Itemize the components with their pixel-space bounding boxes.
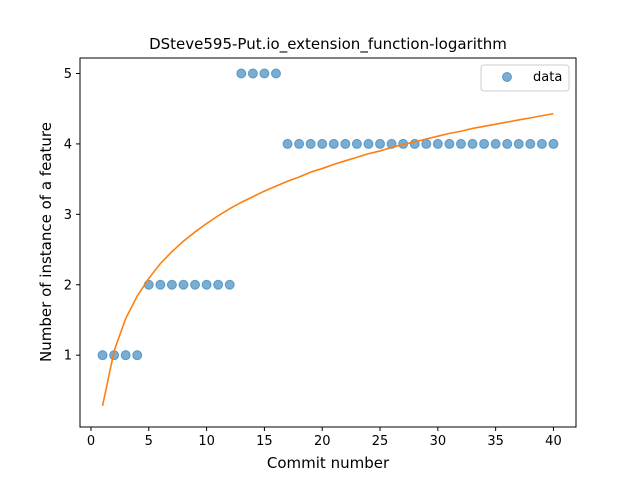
x-tick-label: 5 bbox=[145, 434, 153, 449]
axes-frame bbox=[79, 57, 577, 428]
y-tick-label: 5 bbox=[64, 67, 72, 82]
data-point bbox=[432, 138, 443, 149]
x-tick-label: 0 bbox=[87, 434, 95, 449]
legend-box bbox=[480, 64, 570, 92]
data-point bbox=[213, 279, 224, 290]
x-tick-label: 15 bbox=[256, 434, 273, 449]
data-point bbox=[317, 138, 328, 149]
data-point bbox=[120, 350, 131, 361]
data-point bbox=[190, 279, 201, 290]
data-point bbox=[479, 138, 490, 149]
x-axis-label: Commit number bbox=[267, 454, 390, 472]
data-point bbox=[375, 138, 386, 149]
plot-area bbox=[97, 68, 559, 407]
data-point bbox=[178, 279, 189, 290]
data-point bbox=[305, 138, 316, 149]
data-point bbox=[548, 138, 559, 149]
data-point bbox=[351, 138, 362, 149]
data-point bbox=[421, 138, 432, 149]
x-tick-label: 30 bbox=[430, 434, 447, 449]
data-point bbox=[282, 138, 293, 149]
x-tick-label: 25 bbox=[372, 434, 389, 449]
data-point bbox=[455, 138, 466, 149]
fit-curve bbox=[101, 112, 554, 407]
legend-marker-data bbox=[502, 72, 512, 82]
data-point bbox=[224, 279, 235, 290]
data-point bbox=[294, 138, 305, 149]
data-point bbox=[247, 68, 258, 79]
data-point bbox=[155, 279, 166, 290]
data-point bbox=[328, 138, 339, 149]
data-point bbox=[467, 138, 478, 149]
y-axis-label: Number of instance of a feature bbox=[37, 122, 55, 362]
data-point bbox=[502, 138, 513, 149]
x-tick-label: 20 bbox=[314, 434, 331, 449]
data-point bbox=[536, 138, 547, 149]
data-point bbox=[143, 279, 154, 290]
chart-title: DSteve595-Put.io_extension_function-loga… bbox=[149, 35, 507, 54]
x-tick-label: 40 bbox=[545, 434, 562, 449]
legend-label-data: data bbox=[533, 70, 562, 85]
y-tick-label: 3 bbox=[64, 208, 72, 223]
data-point bbox=[259, 68, 270, 79]
x-tick-label: 10 bbox=[198, 434, 215, 449]
data-point bbox=[270, 68, 281, 79]
data-point bbox=[97, 350, 108, 361]
data-point bbox=[236, 68, 247, 79]
data-point bbox=[166, 279, 177, 290]
data-point bbox=[201, 279, 212, 290]
data-point bbox=[444, 138, 455, 149]
y-tick-label: 4 bbox=[64, 137, 72, 152]
data-point bbox=[132, 350, 143, 361]
y-axis: 1 2 3 4 5 bbox=[64, 67, 80, 364]
y-tick-label: 2 bbox=[64, 278, 72, 293]
x-axis: 0 5 10 15 20 25 30 35 40 bbox=[87, 427, 562, 449]
legend: data bbox=[480, 64, 570, 92]
data-point bbox=[363, 138, 374, 149]
data-point bbox=[525, 138, 536, 149]
data-point bbox=[513, 138, 524, 149]
x-tick-label: 35 bbox=[487, 434, 504, 449]
data-point bbox=[490, 138, 501, 149]
data-point bbox=[340, 138, 351, 149]
y-tick-label: 1 bbox=[64, 349, 72, 364]
